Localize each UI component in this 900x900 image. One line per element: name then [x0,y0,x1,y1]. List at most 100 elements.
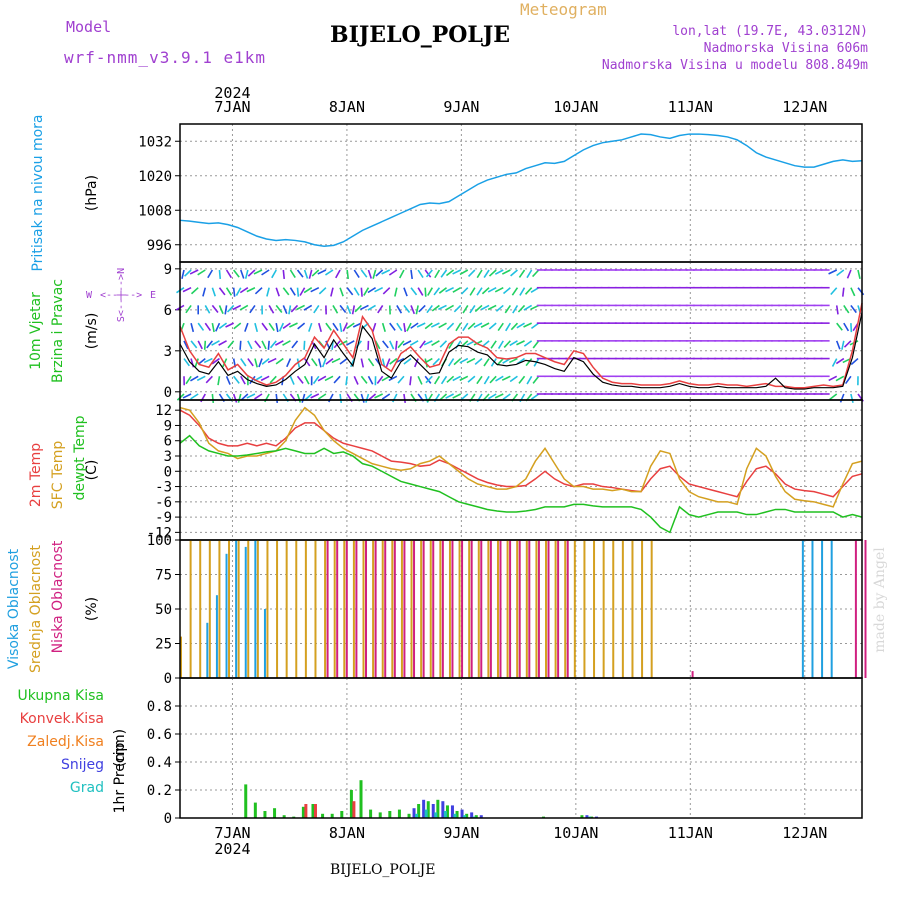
precip-bar-conv [304,804,308,818]
wind-arrow [433,375,441,385]
precip-bar-snow [450,805,454,818]
wind-arrow [303,304,313,311]
wind-arrow [410,269,413,280]
wind-arrow [409,340,419,346]
wind-arrow [246,393,256,399]
wind-arrow [403,393,407,404]
wind-arrow [841,287,845,297]
wind-arrow [211,287,216,297]
cloud-bar-low [336,540,339,678]
panel-precip: 0.8 0.6 0.4 0.2 0 (mm) Ukupna Kisa Konvek.Kisa Z… [17,677,863,827]
wind-arrow [841,340,845,350]
precip-bar-total [301,806,305,818]
precip-bar-total [580,815,584,818]
wind-arrow [353,287,360,296]
wind-arrow [438,322,447,329]
wind-arrow [469,287,476,296]
wind-arrow [399,269,405,279]
wind-label: 10m Vjetar [28,292,44,370]
compass-arrows: <--|--> [100,290,142,301]
wind-arrow [311,269,320,277]
wind-arrow [275,304,283,314]
wind-arrow [489,375,497,384]
wind-arrow [381,269,391,275]
wind-arrow [339,304,347,314]
precip-bar-total [263,811,267,818]
wind-arrow [313,304,320,314]
cloud-bar-low [509,540,512,678]
cloud-bar-low [326,540,329,678]
wind-arrow [247,269,256,277]
wind-arrow [440,269,448,278]
precip-bar-total [311,804,315,818]
wind-arrow [473,322,483,329]
wind-arrow [835,375,845,382]
wind-arrow [211,304,219,313]
wind-arrow [303,375,310,385]
wind-arrow [474,304,483,313]
precip-bar-snow [412,808,416,818]
wind-arrow [416,322,426,328]
y-tick-label: 0 [164,671,172,687]
cloud-bar-mid [496,540,499,678]
wind-arrow [512,305,519,314]
wind-arrow [518,375,526,384]
wind-arrow [836,269,845,277]
panel-pressure: 1032 1020 1008 996 (hPa) Pritisak na nivou mo… [30,114,863,272]
wind-arrow [367,304,376,311]
wind-arrow [453,304,462,313]
precip-bar-grad [434,812,438,818]
wind-arrow [382,287,391,295]
wind-arrow [448,358,455,367]
cloud-bar-low [403,540,406,678]
wind-arrow [304,393,313,401]
cloud-bar-mid [333,540,336,678]
precip-label: 1hr Precip [112,743,128,814]
wind-arrow [247,358,254,367]
wind-arrow [303,340,306,350]
wind-arrow [402,340,412,346]
wind-arrow [367,269,373,279]
wind-arrow [233,269,240,278]
y-tick-label: 0 [164,385,172,401]
cloud-bar-mid [247,540,250,678]
y-tick-label: 1032 [138,134,172,150]
cloud-bar-low [461,540,464,678]
precip-bar-snow [460,809,464,818]
wind-arrow [267,357,277,364]
wind-arrow [233,322,242,330]
wind-arrow [345,376,348,386]
wind-arrow [351,305,356,315]
wind-arrow [196,375,206,382]
wind-arrow [424,287,427,297]
wind-arrow [452,375,462,382]
cloud-bar-low [365,540,368,678]
wind-arrow [225,269,232,279]
wind-arrow [310,286,320,293]
wind-arrow [396,322,403,332]
wind-arrow [289,269,296,279]
wind-arrow [339,287,344,297]
cloud-bar-mid [573,540,576,678]
precip-legend-item: Ukupna Kisa [17,688,104,704]
date-tick-bottom: 10JAN [553,824,598,842]
lonlat: lon,lat (19.7E, 43.0312N) [672,24,868,39]
cloud-mid-label: Srednja Oblacnost [28,545,44,673]
wind-arrow [360,393,365,403]
wind-arrow [415,305,419,315]
wind-arrow [518,269,526,278]
date-tick-top: 7JAN [214,98,250,116]
wind-arrow [225,322,235,328]
wind-arrow [397,340,405,349]
unit-label: (hPa) [84,175,100,211]
wind-arrow [431,304,440,312]
wind-arrow [331,357,341,364]
watermark: made by Angel [872,547,888,653]
wind-arrow [197,269,206,276]
wind-arrow [835,340,841,350]
cloud-bar-mid [391,540,394,678]
wind-arrow [185,375,192,385]
wind-arrow [275,393,279,404]
wind-arrow [261,269,270,276]
wind-arrow [325,357,334,365]
